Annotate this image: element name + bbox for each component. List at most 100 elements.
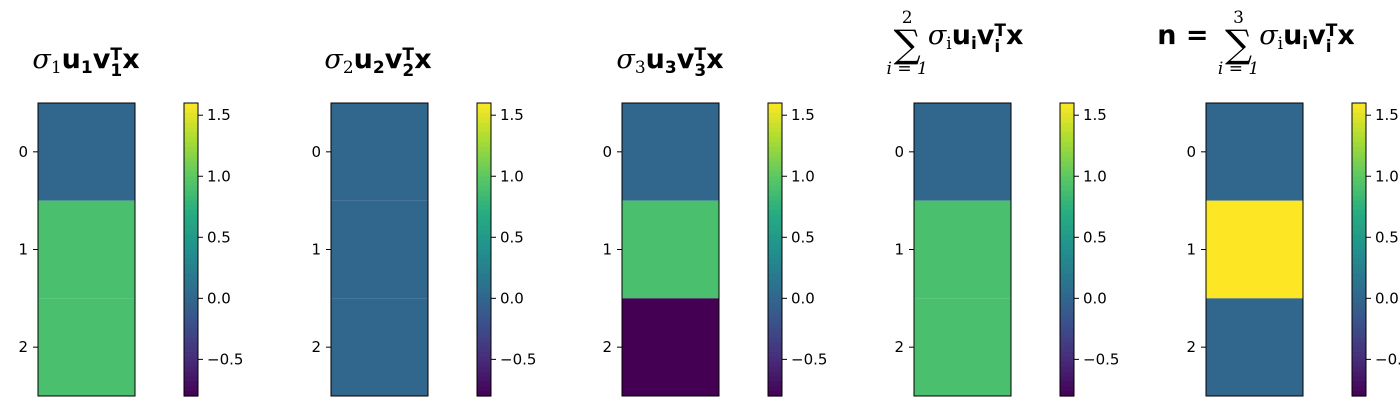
colorbar-3-segment-24: [768, 220, 782, 226]
colorbar-3-tick-label-0: 1.5: [791, 106, 815, 124]
sigma-symbol: σi: [927, 20, 952, 54]
colorbar-2-segment-56: [477, 376, 491, 382]
colorbar-3-segment-13: [768, 166, 782, 172]
x-vector: x: [1006, 20, 1024, 51]
colorbar-2-segment-13: [477, 166, 491, 172]
colorbar-3-segment-11: [768, 156, 782, 163]
u-vector: u: [61, 44, 81, 75]
colorbar-2-segment-8: [477, 142, 491, 148]
colorbar-3-segment-46: [768, 327, 782, 334]
colorbar-1-segment-37: [184, 283, 198, 290]
colorbar-2-tick-label-3: 0.0: [500, 289, 524, 307]
colorbar-2-segment-6: [477, 132, 491, 138]
colorbar-5-segment-29: [1352, 244, 1366, 251]
colorbar-1-segment-34: [184, 269, 198, 275]
colorbar-3-segment-1: [768, 107, 782, 114]
colorbar-4-segment-23: [1060, 215, 1074, 221]
colorbar-1-segment-19: [184, 195, 198, 202]
heatmap-2-cell-2: [331, 298, 428, 396]
colorbar-2-segment-17: [477, 186, 491, 192]
colorbar-4-segment-42: [1060, 308, 1074, 314]
colorbar-4-tick-label-3: 0.0: [1083, 289, 1107, 307]
colorbar-4-segment-54: [1060, 366, 1074, 373]
colorbar-4-segment-55: [1060, 371, 1074, 378]
colorbar-2-tick-label-2: 0.5: [500, 228, 524, 246]
colorbar-1-segment-42: [184, 308, 198, 314]
colorbar-2-segment-38: [477, 288, 491, 295]
colorbar-3-tick-label-2: 0.5: [791, 228, 815, 246]
colorbar-1-segment-58: [184, 386, 198, 392]
colorbar-4-segment-1: [1060, 107, 1074, 114]
heatmap-4-ytick-label-2: 2: [894, 338, 904, 356]
colorbar-4-segment-17: [1060, 186, 1074, 192]
colorbar-2-segment-36: [477, 278, 491, 285]
colorbar-2-segment-10: [477, 151, 491, 158]
colorbar-5-tick-label-3: 0.0: [1375, 289, 1399, 307]
colorbar-5-frame: [1351, 102, 1367, 397]
heatmap-3-ytick-label-1: 1: [602, 241, 612, 259]
colorbar-1-segment-1: [184, 107, 198, 114]
colorbar-2-segment-3: [477, 117, 491, 124]
colorbar-1-segment-28: [184, 239, 198, 246]
colorbar-4-segment-31: [1060, 254, 1074, 260]
heatmap-1-cell-2: [38, 298, 135, 396]
colorbar-1-segment-35: [184, 273, 198, 280]
heatmap-4-ytick-label-0: 0: [894, 143, 904, 161]
colorbar-1-segment-32: [184, 259, 198, 265]
colorbar-3-segment-37: [768, 283, 782, 290]
colorbar-4-segment-10: [1060, 151, 1074, 158]
colorbar-5-segment-33: [1352, 264, 1366, 270]
colorbar-3-segment-16: [768, 181, 782, 187]
heatmap-5-ytick-label-2: 2: [1186, 338, 1196, 356]
colorbar-3-segment-58: [768, 386, 782, 392]
colorbar-4-segment-33: [1060, 264, 1074, 270]
colorbar-3-segment-20: [768, 200, 782, 207]
colorbar-4-segment-59: [1060, 391, 1074, 397]
colorbar-5-segment-30: [1352, 249, 1366, 255]
u-vector: u: [1283, 20, 1303, 51]
colorbar-2-segment-27: [477, 234, 491, 241]
colorbar-2-segment-39: [477, 293, 491, 299]
heatmap-4-cell-1: [914, 200, 1011, 299]
colorbar-5-segment-0: [1352, 103, 1366, 109]
colorbar-3-segment-35: [768, 273, 782, 280]
colorbar-1-segment-53: [184, 361, 198, 368]
colorbar-5-segment-1: [1352, 107, 1366, 114]
v-vector: v: [92, 44, 111, 75]
colorbar-4-segment-7: [1060, 137, 1074, 143]
colorbar-5-segment-51: [1352, 352, 1366, 358]
colorbar-4-segment-30: [1060, 249, 1074, 255]
colorbar-5-tick-label-0: 1.5: [1375, 106, 1399, 124]
colorbar-5-segment-37: [1352, 283, 1366, 290]
colorbar-1-segment-16: [184, 181, 198, 187]
colorbar-3-tick-label-3: 0.0: [791, 289, 815, 307]
colorbar-1-tick-label-2: 0.5: [207, 228, 231, 246]
colorbar-2-segment-58: [477, 386, 491, 392]
colorbar-5-segment-55: [1352, 371, 1366, 378]
colorbar-1-segment-15: [184, 176, 198, 182]
colorbar-4-segment-27: [1060, 234, 1074, 241]
sigma-symbol: σ1: [32, 44, 62, 78]
colorbar-1-segment-59: [184, 391, 198, 397]
colorbar-1-segment-29: [184, 244, 198, 251]
colorbar-3-segment-0: [768, 103, 782, 109]
colorbar-1-segment-46: [184, 327, 198, 334]
colorbar-3-segment-45: [768, 322, 782, 329]
colorbar-5-segment-46: [1352, 327, 1366, 334]
colorbar-2-segment-7: [477, 137, 491, 143]
heatmap-5-ytick-label-0: 0: [1186, 143, 1196, 161]
colorbar-2-segment-59: [477, 391, 491, 397]
colorbar-3-segment-59: [768, 391, 782, 397]
colorbar-3-segment-26: [768, 229, 782, 236]
heatmap-1-ytick-label-2: 2: [18, 338, 28, 356]
colorbar-2-segment-35: [477, 273, 491, 280]
colorbar-4-segment-28: [1060, 239, 1074, 246]
colorbar-2-segment-34: [477, 269, 491, 275]
colorbar-3-segment-23: [768, 215, 782, 221]
colorbar-5-segment-7: [1352, 137, 1366, 143]
colorbar-2-segment-0: [477, 103, 491, 109]
colorbar-4-frame: [1059, 102, 1075, 397]
colorbar-5-segment-21: [1352, 205, 1366, 212]
colorbar-3-segment-9: [768, 146, 782, 153]
